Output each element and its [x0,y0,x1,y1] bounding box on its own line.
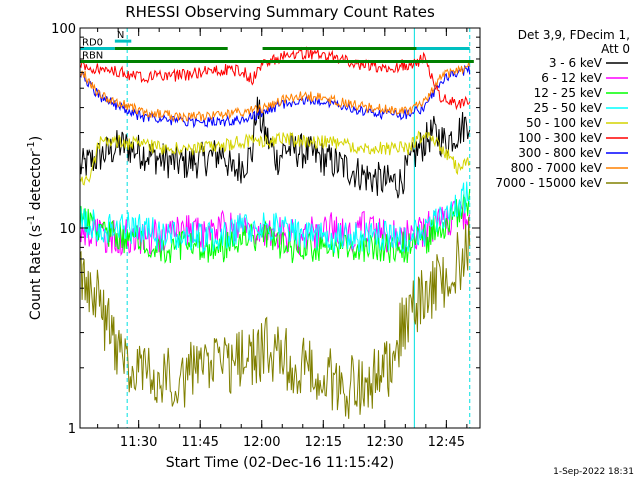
series-line-3 [80,181,471,253]
legend-label-2: 12 - 25 keV [534,86,603,100]
series-line-5 [80,46,471,111]
state-bar-label-0: RD0 [82,37,103,48]
y-axis-label: Count Rate (s-1 detector-1) [26,136,44,320]
legend-label-3: 25 - 50 keV [534,101,603,115]
y-tick-label-2: 100 [51,22,76,37]
x-axis-label: Start Time (02-Dec-16 11:15:42) [166,455,394,471]
y-label-exp2: -1 [26,141,37,151]
y-label-exp1: -1 [26,215,37,225]
series-group [80,46,471,419]
y-tick-label-0: 1 [68,422,76,437]
x-tick-label-4: 12:30 [366,435,403,450]
x-axis: 11:30 11:45 12:00 12:15 12:30 12:45 [97,28,468,450]
state-bar-label-1: N [117,30,124,41]
x-tick-label-0: 11:30 [120,435,157,450]
state-bars: RD0 N RBN [80,30,474,63]
x-tick-label-5: 12:45 [428,435,465,450]
legend-label-5: 100 - 300 keV [518,131,602,145]
legend-label-0: 3 - 6 keV [549,56,603,70]
y-axis: 1 10 100 [51,22,480,437]
legend-label-6: 300 - 800 keV [518,146,602,160]
series-line-7 [80,62,471,123]
y-label-part3: ) [28,136,44,141]
series-line-6 [80,64,471,129]
x-tick-label-3: 12:15 [305,435,342,450]
y-label-part2: detector [28,151,44,215]
legend-label-4: 50 - 100 keV [526,116,603,130]
series-line-8 [80,216,471,419]
legend-header-line2: Att 0 [601,42,630,56]
x-tick-label-1: 11:45 [181,435,218,450]
legend-label-8: 7000 - 15000 keV [495,176,602,190]
state-bar-label-3: RBN [82,50,103,61]
series-line-0 [80,96,471,199]
legend-header-line1: Det 3,9, FDecim 1, [518,28,630,42]
chart-title: RHESSI Observing Summary Count Rates [125,3,435,21]
x-tick-label-2: 12:00 [243,435,280,450]
footer-timestamp: 1-Sep-2022 18:31 [553,467,634,477]
series-line-4 [80,130,471,186]
series-line-2 [80,189,471,264]
y-label-part1: Count Rate (s [28,225,44,320]
legend-label-7: 800 - 7000 keV [511,161,603,175]
legend-label-1: 6 - 12 keV [541,71,603,85]
y-tick-label-1: 10 [59,222,76,237]
